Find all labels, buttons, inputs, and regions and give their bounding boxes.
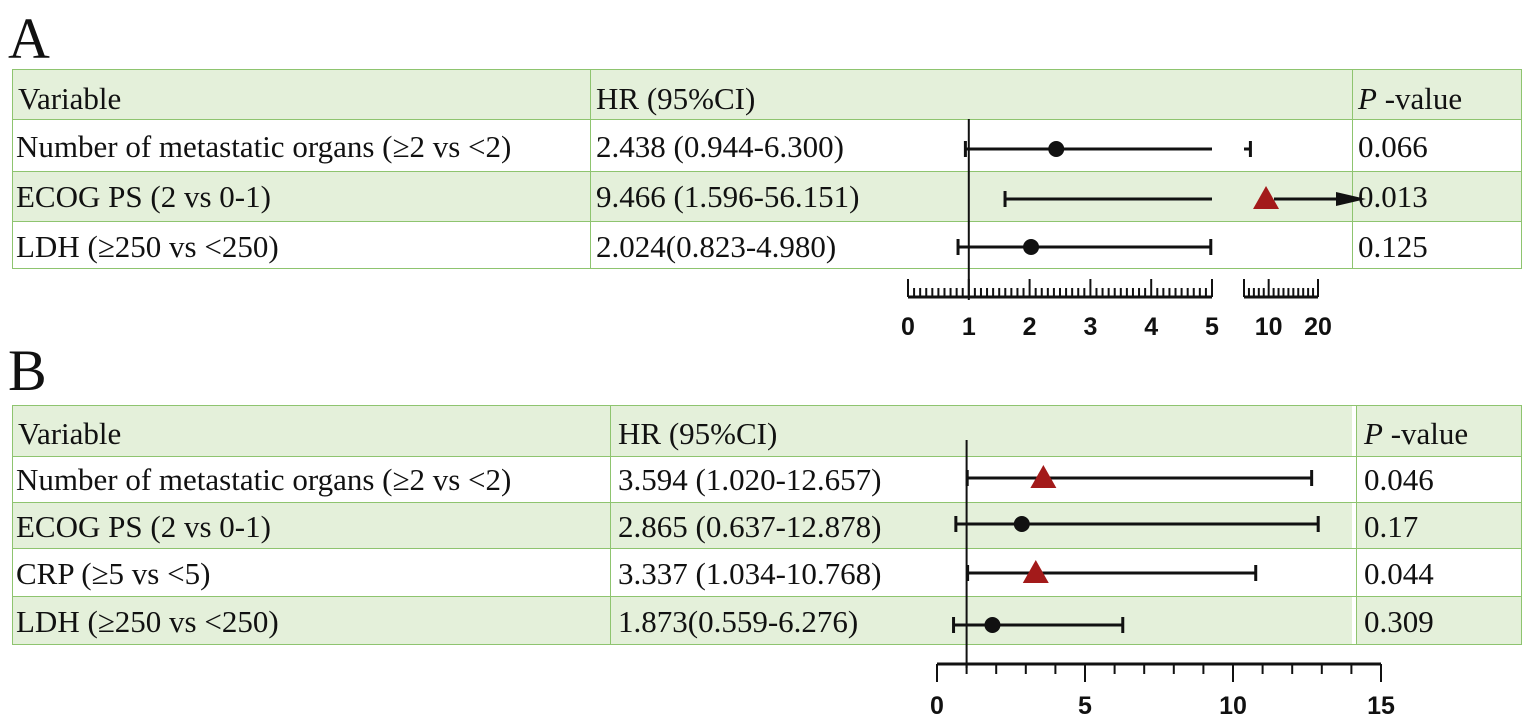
panel-b-tick-label: 10 [1219,692,1247,720]
table-row-pvalue: 0.309 [1364,604,1434,639]
table-row-hr: 1.873(0.559-6.276) [618,604,859,639]
table-row-pvalue: 0.044 [1364,556,1434,591]
table-row-variable: ECOG PS (2 vs 0-1) [16,509,271,544]
panel-b-pvalue-band [1356,405,1522,456]
panel-b-row-2-hr-marker [1022,560,1049,583]
table-row-pvalue: 0.046 [1364,462,1434,497]
table-row-hr: 9.466 (1.596-56.151) [596,179,860,214]
panel-b-grid [12,405,1522,406]
table-row-variable: Number of metastatic organs (≥2 vs <2) [16,462,512,497]
panel-a-row-1-hr-marker [1253,186,1280,209]
panel-a-grid [12,268,1522,269]
panel-a-grid [590,69,591,269]
table-row-pvalue: 0.013 [1358,179,1428,214]
table-row-hr: 2.438 (0.944-6.300) [596,129,844,164]
panel-a-header-pvalue: P -value [1358,81,1463,116]
panel-a-pvalue-band-2 [1352,171,1522,221]
panel-a-row-0-hr-marker [1048,141,1065,157]
table-row-variable: ECOG PS (2 vs 0-1) [16,179,271,214]
panel-a-row-1-arrow-icon [1336,192,1366,206]
panel-a-grid [12,69,13,269]
panel-b-tick-label: 5 [1078,692,1092,720]
panel-b-header-pvalue: P -value [1364,416,1469,451]
table-row-pvalue: 0.125 [1358,229,1428,264]
panel-b-letter: B [8,338,47,403]
panel-b-row-band [12,596,1352,644]
panel-a-tick-label: 0 [901,313,915,341]
table-row-variable: CRP (≥5 vs <5) [16,556,211,591]
panel-b-grid [12,548,1522,549]
panel-a-grid [1352,69,1353,269]
panel-a-header-band [12,69,1352,119]
panel-b-header-band [12,405,1352,456]
table-row-hr: 2.024(0.823-4.980) [596,229,837,264]
panel-a-tick-label: 3 [1083,313,1097,341]
panel-b-row-1-hr-marker [1013,516,1030,532]
panel-b-tick-label: 15 [1367,692,1395,720]
panel-a-header-hr: HR (95%CI) [596,81,756,116]
table-row-variable: LDH (≥250 vs <250) [16,604,279,639]
panel-a-tick-label: 10 [1255,313,1283,341]
panel-a-grid [12,69,1522,70]
table-row-hr: 2.865 (0.637-12.878) [618,509,882,544]
panel-a-tick-label: 2 [1023,313,1037,341]
table-row-hr: 3.594 (1.020-12.657) [618,462,882,497]
panel-b-grid [12,405,13,645]
table-row-variable: LDH (≥250 vs <250) [16,229,279,264]
table-row-hr: 3.337 (1.034-10.768) [618,556,882,591]
panel-b-grid [1356,405,1357,645]
panel-a-pvalue-band [1352,69,1522,119]
panel-a-grid [12,119,1522,120]
panel-b-grid [12,644,1522,645]
panel-b-header-variable: Variable [18,416,122,451]
panel-a-letter: A [8,6,50,71]
panel-b-row-0-hr-marker [1030,465,1057,488]
panel-a-tick-label: 20 [1304,313,1332,341]
table-row-pvalue: 0.066 [1358,129,1428,164]
table-row-variable: Number of metastatic organs (≥2 vs <2) [16,129,512,164]
panel-a-tick-label: 1 [962,313,976,341]
panel-a-tick-label: 5 [1205,313,1219,341]
panel-b-grid [1521,405,1522,645]
panel-a-header-variable: Variable [18,81,122,116]
panel-a-row-2-hr-marker [1023,239,1040,255]
panel-b-row-3-hr-marker [984,617,1001,633]
panel-b-grid [12,502,1522,503]
panel-a-grid [1521,69,1522,269]
panel-b-tick-label: 0 [930,692,944,720]
table-row-pvalue: 0.17 [1364,509,1419,544]
panel-a-tick-label: 4 [1144,313,1158,341]
panel-b-header-hr: HR (95%CI) [618,416,778,451]
panel-b-pvalue-band [1356,596,1522,644]
panel-b-grid [12,456,1522,457]
panel-a-row-band [12,171,1352,221]
panel-b-pvalue-band [1356,502,1522,548]
panel-b-grid [610,405,611,645]
panel-a-grid [12,221,1522,222]
panel-a-grid [12,171,1522,172]
panel-b-grid [12,596,1522,597]
